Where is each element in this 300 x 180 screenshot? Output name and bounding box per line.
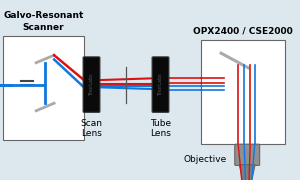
Bar [201,40,285,144]
Text: Scan
Lens: Scan Lens [80,119,103,138]
Text: Galvo-Resonant
Scanner: Galvo-Resonant Scanner [3,11,84,31]
Text: Objective: Objective [184,155,227,164]
Text: Tube
Lens: Tube Lens [150,119,171,138]
Text: ThorLabs: ThorLabs [158,73,163,96]
Text: OPX2400 / CSE2000: OPX2400 / CSE2000 [193,26,293,35]
Polygon shape [239,165,255,180]
FancyBboxPatch shape [152,57,169,112]
FancyBboxPatch shape [83,57,100,112]
Bar [3,36,84,140]
FancyBboxPatch shape [235,144,260,165]
Text: ThorLabs: ThorLabs [89,73,94,96]
